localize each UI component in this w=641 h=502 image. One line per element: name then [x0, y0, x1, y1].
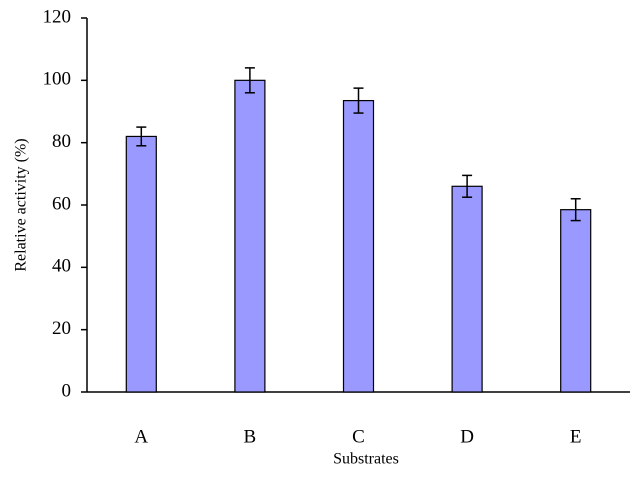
error-bar: [244, 67, 255, 94]
y-tick-label: 40: [52, 256, 71, 277]
y-axis-label: Relative activity (%): [13, 138, 30, 271]
x-tick-label: D: [460, 426, 474, 447]
x-tick-label: B: [244, 426, 257, 447]
error-bar: [462, 174, 473, 198]
bar: [342, 99, 375, 393]
error-bar: [136, 126, 147, 147]
x-axis-label: Substrates: [333, 451, 399, 468]
bar: [125, 135, 157, 393]
y-tick-label: 100: [43, 69, 72, 90]
x-tick-label: C: [352, 426, 365, 447]
x-tick-label: E: [570, 426, 582, 447]
bar: [451, 185, 483, 393]
y-tick-label: 80: [52, 131, 71, 152]
y-tick-label: 120: [43, 6, 72, 27]
error-bar: [353, 87, 364, 114]
y-tick-label: 0: [62, 380, 72, 401]
y-tick-label: 60: [52, 193, 71, 214]
x-tick-label: A: [134, 426, 148, 447]
bar: [234, 79, 266, 393]
y-tick-label: 20: [52, 318, 71, 339]
bar: [560, 209, 592, 393]
error-bar: [570, 198, 581, 222]
